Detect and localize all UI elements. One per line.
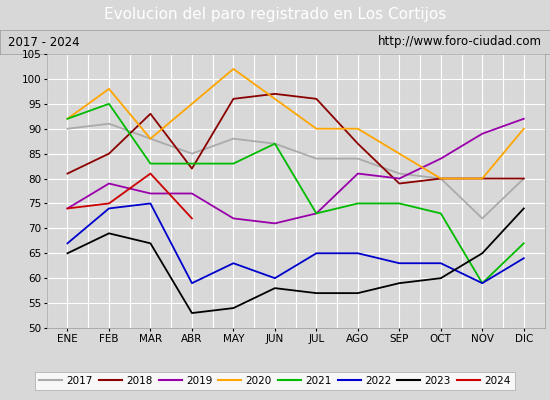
- Text: http://www.foro-ciudad.com: http://www.foro-ciudad.com: [378, 36, 542, 48]
- Text: Evolucion del paro registrado en Los Cortijos: Evolucion del paro registrado en Los Cor…: [104, 8, 446, 22]
- Legend: 2017, 2018, 2019, 2020, 2021, 2022, 2023, 2024: 2017, 2018, 2019, 2020, 2021, 2022, 2023…: [35, 372, 515, 390]
- Text: 2017 - 2024: 2017 - 2024: [8, 36, 80, 48]
